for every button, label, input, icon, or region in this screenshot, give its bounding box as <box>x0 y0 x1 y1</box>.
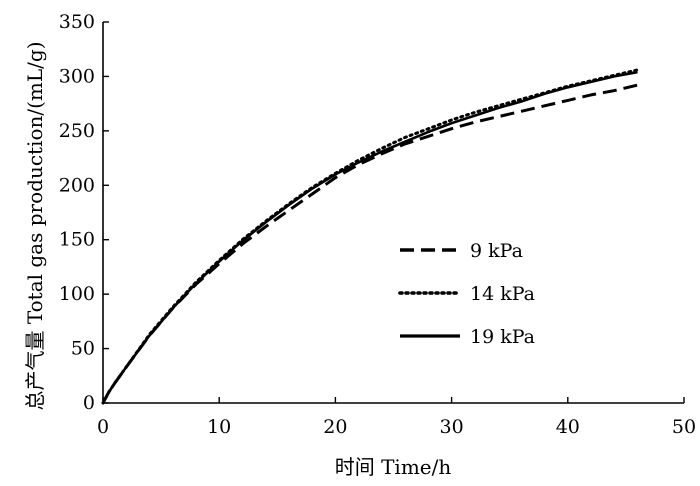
y-axis-title: 总产气量 Total gas production/(mL/g) <box>23 41 47 410</box>
y-tick-label: 300 <box>59 65 95 87</box>
x-tick-label: 50 <box>672 416 696 438</box>
y-tick-label: 50 <box>71 338 95 360</box>
x-tick-label: 10 <box>207 416 231 438</box>
y-tick-label: 150 <box>59 229 95 251</box>
y-tick-label: 200 <box>59 174 95 196</box>
legend-label: 14 kPa <box>470 283 535 305</box>
axes <box>102 22 684 404</box>
y-tick-label: 100 <box>59 283 95 305</box>
legend: 9 kPa 14 kPa 19 kPa <box>398 240 535 348</box>
y-tick-label: 250 <box>59 120 95 142</box>
series-layer <box>101 68 639 405</box>
series-line-14-kpa <box>101 68 639 405</box>
x-axis-title: 时间 Time/h <box>335 455 452 479</box>
x-tick-label: 40 <box>556 416 580 438</box>
y-tick-label: 0 <box>83 392 95 414</box>
legend-label: 19 kPa <box>470 326 535 348</box>
x-tick-label: 20 <box>323 416 347 438</box>
x-tick-label: 0 <box>97 416 109 438</box>
series-line-19-kpa <box>101 70 638 404</box>
x-tick-label: 30 <box>440 416 464 438</box>
x-ticks: 0 10 20 30 40 50 <box>97 397 696 438</box>
y-tick-label: 350 <box>59 11 95 33</box>
series-line-9-kpa <box>101 83 638 404</box>
legend-label: 9 kPa <box>470 240 523 262</box>
y-ticks: 0 50 100 150 200 250 300 350 <box>59 11 109 414</box>
